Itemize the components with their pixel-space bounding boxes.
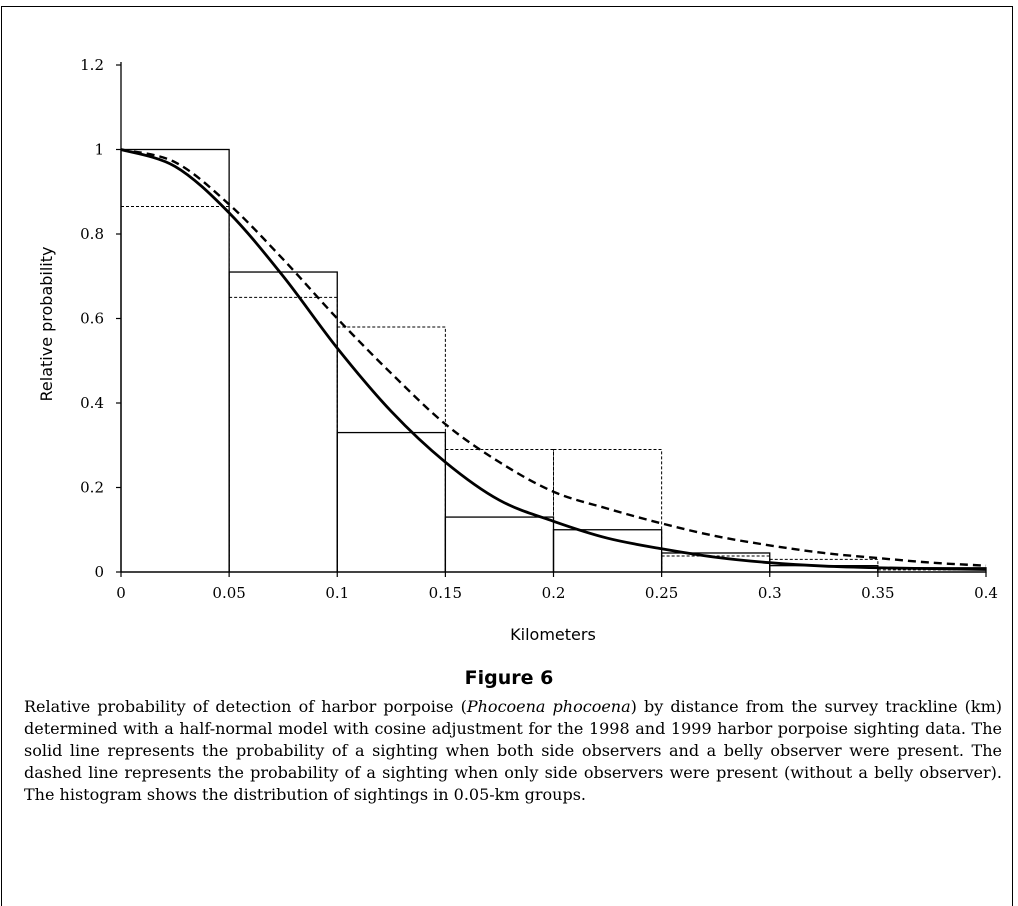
x-tick-label: 0.35 [861,584,894,602]
dashed-histogram-bar-3 [444,448,554,573]
dashed-probability-curve [120,148,987,567]
x-tick-label: 0.2 [542,584,566,602]
y-tick-label: 1 [94,141,104,159]
tick-labels: 0 0.05 0.1 0.15 0.2 0.25 0.3 0.35 0.4 0 0.2 0.4 0.6 0… [80,56,998,602]
figure-caption: Relative probability of detection of har… [24,696,1002,806]
x-tick-label: 0.4 [974,584,998,602]
x-tick-label: 0.25 [645,584,678,602]
caption-species: Phocoena phocoena [466,697,631,716]
y-tick-label: 0 [94,563,104,581]
x-tick-label: 0.05 [212,584,245,602]
solid-histogram-bar-2 [336,431,447,573]
dashed-histogram-bar-4 [553,448,663,573]
y-tick-label: 0.4 [80,394,104,412]
dashed-histogram-bar-1 [228,296,338,573]
solid-histogram-bar-4 [552,529,663,573]
solid-histogram-bar-1 [228,271,338,573]
curves [120,148,987,571]
x-tick-label: 0.1 [325,584,349,602]
y-tick-label: 1.2 [80,56,104,74]
x-tick-label: 0.15 [429,584,462,602]
solid-histogram-bar-3 [444,516,555,573]
dashed-histogram [120,206,987,573]
x-tick-label: 0 [116,584,126,602]
y-axis-label: Relative probability [37,247,56,402]
solid-probability-curve [120,148,987,571]
x-tick-label: 0.3 [758,584,782,602]
figure-frame [1,6,1013,906]
caption-text-2: ) by distance from the survey trackline … [24,697,1003,804]
y-tick-label: 0.2 [80,479,104,497]
dashed-histogram-bar-0 [120,206,230,573]
solid-histogram-bar-0 [120,148,230,573]
chart: 0 0.05 0.1 0.15 0.2 0.25 0.3 0.35 0.4 0 0.2 0.4 0.6 0… [37,56,998,644]
figure-title: Figure 6 [464,667,554,689]
caption-text-1: Relative probability of detection of har… [24,697,467,716]
dashed-histogram-bar-6 [769,558,879,573]
y-tick-label: 0.8 [80,225,104,243]
x-axis-label: Kilometers [510,625,596,644]
y-tick-label: 0.6 [80,310,104,328]
